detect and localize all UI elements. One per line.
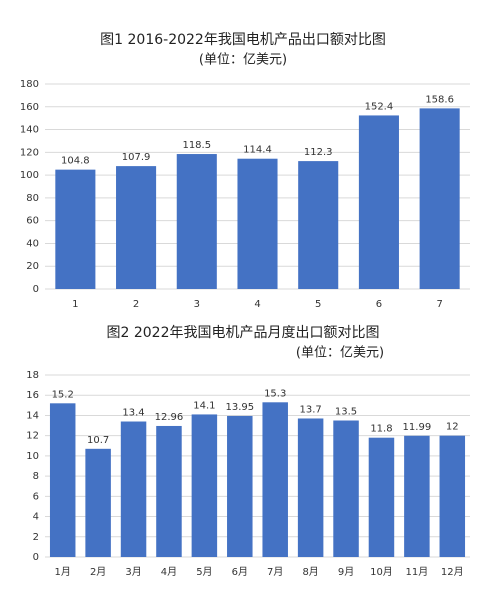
value-label: 118.5 [182,140,211,151]
chart-subtitle: (单位：亿美元) [199,53,287,68]
bar [358,115,399,289]
value-label: 15.2 [52,389,74,400]
bar [262,402,288,557]
value-label: 11.99 [403,422,432,433]
x-tick-label: 10月 [370,566,393,578]
bar [237,158,278,289]
value-label: 104.8 [61,156,90,167]
y-tick-label: 140 [20,125,39,136]
y-tick-label: 100 [20,170,39,181]
bar [55,169,96,289]
x-tick-label: 7月 [267,566,283,578]
bar [419,108,460,289]
value-label: 152.4 [365,101,394,112]
x-tick-label: 2月 [90,566,106,578]
x-tick-label: 5月 [196,566,212,578]
bar [116,166,157,289]
y-tick-label: 16 [26,390,39,401]
bar [404,435,430,557]
bar [368,437,395,557]
y-tick-label: 4 [33,512,39,523]
bar [227,415,253,557]
x-tick-label: 6 [376,299,382,310]
y-tick-label: 2 [33,532,39,543]
value-label: 13.95 [225,402,254,413]
bar [333,420,359,557]
y-tick-label: 12 [26,431,39,442]
x-tick-label: 3 [194,299,200,310]
x-tick-label: 8月 [302,566,318,578]
x-tick-label: 12月 [441,566,464,578]
y-tick-label: 60 [26,216,39,227]
x-tick-label: 4 [254,299,260,310]
y-tick-label: 40 [26,238,39,249]
y-tick-label: 18 [26,370,39,381]
x-tick-label: 7 [436,299,442,310]
bar [176,154,217,289]
x-tick-label: 1月 [55,566,71,578]
chart-subtitle: (单位：亿美元) [296,346,384,361]
value-label: 13.4 [122,408,144,419]
bar [439,435,466,557]
value-label: 10.7 [87,435,109,446]
y-tick-label: 160 [20,102,39,113]
x-tick-label: 9月 [338,566,354,578]
x-tick-label: 2 [133,299,139,310]
bar [120,421,147,557]
value-label: 12 [446,422,459,433]
y-tick-label: 8 [33,471,39,482]
x-tick-label: 4月 [161,566,177,578]
x-tick-label: 6月 [232,566,248,578]
value-label: 112.3 [304,147,333,158]
x-tick-label: 1 [72,299,78,310]
chart-title: 图1 2016-2022年我国电机产品出口额对比图 [100,32,386,48]
value-label: 13.5 [335,407,357,418]
value-label: 12.96 [155,412,184,423]
value-label: 15.3 [264,388,286,399]
x-tick-label: 3月 [125,566,141,578]
value-label: 107.9 [122,152,151,163]
bar [297,418,324,557]
chart-title: 图2 2022年我国电机产品月度出口额对比图 [107,325,380,341]
x-tick-label: 5 [315,299,321,310]
y-tick-label: 10 [26,451,39,462]
value-label: 13.7 [299,404,321,415]
y-tick-label: 180 [20,79,39,90]
bar [191,414,218,557]
y-tick-label: 0 [33,552,39,563]
y-tick-label: 80 [26,193,39,204]
y-tick-label: 20 [26,261,39,272]
y-tick-label: 0 [33,284,39,295]
bar [156,425,182,557]
bar [49,403,76,557]
value-label: 14.1 [193,400,215,411]
y-tick-label: 6 [33,491,39,502]
bar [298,161,339,289]
value-label: 11.8 [370,424,392,435]
y-tick-label: 14 [26,410,39,421]
value-label: 114.4 [243,145,272,156]
bar [85,448,111,557]
x-tick-label: 11月 [406,566,429,578]
value-label: 158.6 [425,94,454,105]
y-tick-label: 120 [20,147,39,158]
